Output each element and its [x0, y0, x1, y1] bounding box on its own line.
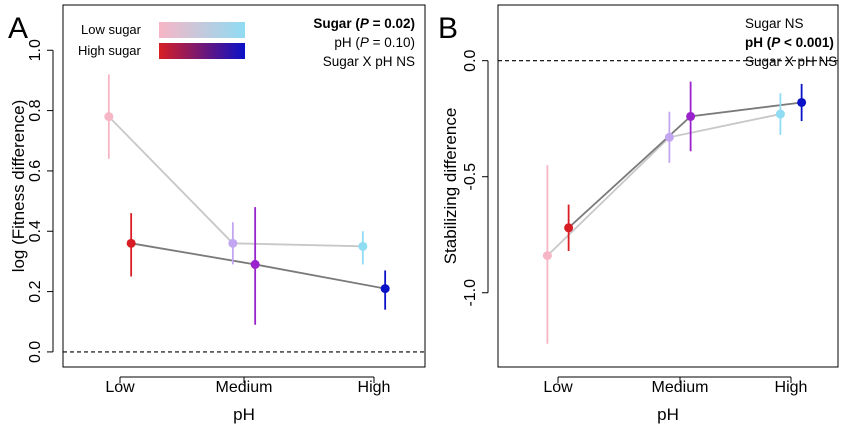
panel-a-y-axis: 0.0 0.2 0.4 0.6 0.8 1.0 [27, 39, 54, 363]
panel-a-x-tick-label: Medium [216, 379, 273, 396]
panel-b-plot-frame [497, 4, 839, 368]
panel-b-series-line-high-sugar [568, 101, 802, 229]
panel-a-stats-line: pH (P = 0.10) [334, 35, 415, 50]
panel-a-point-low-sugar [104, 112, 114, 122]
panel-a-x-tick-label: Low [105, 379, 135, 396]
legend: Low sugar High sugar [78, 22, 245, 59]
panel-a-point-low-sugar [228, 238, 238, 248]
panel-a-stats-text: = 0.02) [369, 16, 415, 31]
panel-b-label: B [438, 12, 458, 45]
panel-a-series-line-low-sugar [108, 115, 363, 248]
panel-b-stats-text: P [771, 35, 781, 50]
panel-a-y-tick-label: 0.0 [27, 341, 44, 363]
panel-a-y-tick-label: 0.6 [27, 160, 44, 182]
panel-b-data-marks [542, 81, 807, 344]
panel-a-stats-text: = 0.10) [369, 35, 415, 50]
panel-a-point-low-sugar [358, 241, 368, 251]
panel-a-stats-text: pH ( [334, 35, 360, 50]
panel-b-x-tick-label: Medium [652, 379, 709, 396]
panel-b-point-low-sugar [542, 251, 552, 261]
legend-high-sugar-swatch [159, 43, 245, 59]
panel-a-point-high-sugar [380, 284, 390, 294]
panel-b-x-axis: Low Medium High [543, 376, 808, 396]
panel-a-y-tick-label: 0.8 [27, 99, 44, 121]
panel-a-stats-text: P [360, 16, 370, 31]
panel-b-stats-text: Sugar X pH NS [745, 54, 837, 69]
panel-b-stats-text: < 0.001) [780, 35, 834, 50]
panel-b-stats-line: Sugar NS [745, 16, 804, 31]
panel-b-stats-line: pH (P < 0.001) [745, 35, 834, 50]
panel-b-series-line-low-sugar [546, 113, 781, 257]
panel-a-stats-text: Sugar ( [313, 16, 360, 31]
panel-b-stats-annotation: Sugar NS pH (P < 0.001) Sugar X pH NS [745, 16, 837, 69]
panel-a-data-marks [104, 74, 390, 325]
panel-b-y-axis: -1.0 -0.5 0.0 [462, 49, 489, 307]
panel-b-y-tick-label: 0.0 [462, 49, 479, 71]
panel-b-stats-line: Sugar X pH NS [745, 54, 837, 69]
panel-b-stats-text: pH ( [745, 35, 772, 50]
panel-b-y-axis-title: Stabilizing difference [441, 108, 460, 265]
legend-low-sugar-swatch [159, 22, 245, 38]
panel-a-point-high-sugar [250, 259, 260, 269]
panel-b: B -1.0 -0.5 0.0 Low Medium High pH Stabilizi… [438, 4, 839, 424]
panel-b-x-tick-label: High [775, 379, 808, 396]
panel-a-stats-annotation: Sugar (P = 0.02) pH (P = 0.10) Sugar X pH … [313, 16, 415, 69]
panel-b-point-low-sugar [664, 132, 674, 142]
panel-b-point-high-sugar [564, 223, 574, 233]
panel-a-y-tick-label: 0.2 [27, 280, 44, 302]
panel-a-y-axis-title: log (Fitness difference) [9, 100, 28, 273]
panel-a-x-tick-label: High [358, 379, 391, 396]
panel-a-x-axis-title: pH [233, 405, 255, 424]
legend-high-sugar-label: High sugar [78, 43, 142, 58]
panel-b-x-axis-title: pH [657, 405, 679, 424]
panel-a-plot-frame [62, 4, 426, 368]
panel-a-y-tick-label: 1.0 [27, 39, 44, 61]
legend-low-sugar-label: Low sugar [81, 22, 142, 37]
panel-a-point-high-sugar [126, 238, 136, 248]
panel-a-stats-text: P [360, 35, 369, 50]
panel-b-point-high-sugar [686, 111, 696, 121]
panel-b-y-tick-label: -0.5 [462, 163, 479, 191]
panel-b-stats-text: Sugar NS [745, 16, 804, 31]
panel-b-x-tick-label: Low [543, 379, 573, 396]
panel-a: A 0.0 0.2 0.4 0.6 0.8 1.0 Low Medium High pH lo… [8, 4, 426, 424]
panel-b-point-low-sugar [775, 109, 785, 119]
panel-a-stats-text: Sugar X pH NS [323, 54, 415, 69]
panel-a-y-tick-label: 0.4 [27, 220, 44, 242]
panel-b-y-tick-label: -1.0 [462, 279, 479, 307]
panel-a-stats-line: Sugar X pH NS [323, 54, 415, 69]
panel-b-point-high-sugar [797, 97, 807, 107]
panel-a-stats-line: Sugar (P = 0.02) [313, 16, 415, 31]
panel-a-label: A [8, 12, 28, 45]
panel-a-x-axis: Low Medium High [105, 376, 391, 396]
